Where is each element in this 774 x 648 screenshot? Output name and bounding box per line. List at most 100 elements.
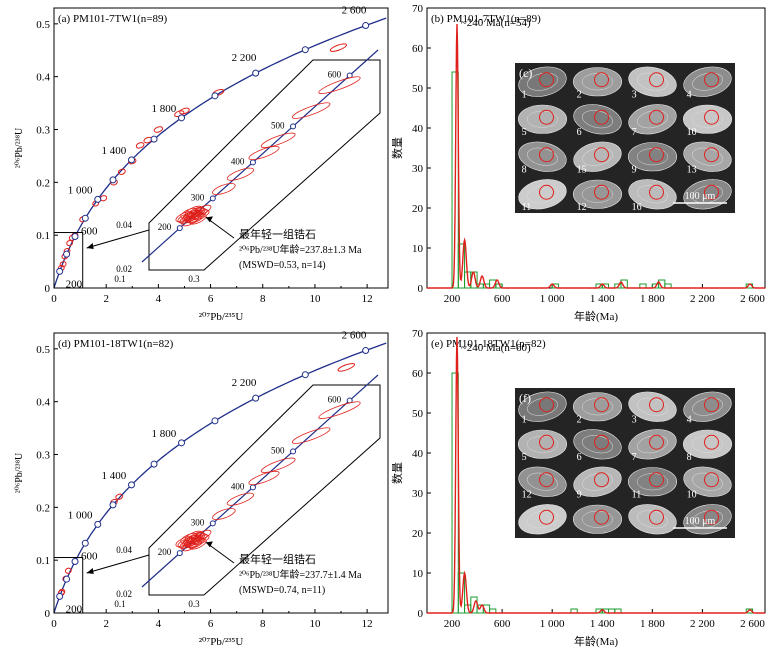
concordia-age-marker <box>63 575 71 583</box>
zircon-grain: 9 <box>573 466 622 501</box>
analysis-spot <box>594 72 609 88</box>
inset-ellipse <box>192 534 210 546</box>
x-tick-label: 12 <box>362 293 373 305</box>
concordia-age-marker <box>252 69 260 77</box>
concordia-age-marker <box>128 156 136 164</box>
y-tick-label: 70 <box>412 3 424 15</box>
concordia-age-label: 1 400 <box>102 145 127 157</box>
y-axis-label: ²⁰⁶Pb/²³⁸U <box>14 452 25 493</box>
zircon-body <box>517 104 567 134</box>
zircon-zoning <box>637 110 668 129</box>
x-tick-label: 2 200 <box>690 293 715 305</box>
histogram-bar <box>620 279 628 289</box>
x-tick-label: 200 <box>444 618 461 630</box>
inset-ellipse <box>248 145 280 161</box>
data-ellipse <box>179 107 190 115</box>
x-tick-label: 600 <box>494 293 511 305</box>
zircon-grain: 16 <box>628 179 677 213</box>
annotation-line-1: 最年轻一组锆石 <box>239 227 316 241</box>
zircon-grain <box>518 504 567 535</box>
zircon-body <box>518 66 567 97</box>
inset-x-label: 0.1 <box>114 599 125 609</box>
panel-label: (b) PM101-7TW1(n=89) <box>431 13 541 25</box>
y-tick-label: 60 <box>412 43 424 55</box>
grain-number: 10 <box>687 127 697 138</box>
y-axis-label: 数量 <box>391 462 404 484</box>
data-ellipse <box>66 240 74 247</box>
concordia-panel-a: 0 2 4 6 8 10 12 0 0.1 0.2 0.3 0.4 0.5 ²⁰⁷Pb/²³⁵U ²⁰⁶Pb… <box>14 5 389 323</box>
y-tick-label: 70 <box>412 328 424 340</box>
zircon-body <box>518 466 567 497</box>
concordia-age-label: 1 000 <box>68 509 93 521</box>
zircon-grain: 2 <box>572 67 622 101</box>
zircon-grain <box>683 504 732 535</box>
inset-age-label: 500 <box>271 445 285 455</box>
annotation-line-2: ²⁰⁶Pb/²³⁸U年龄=237.7±1.4 Ma <box>239 568 362 581</box>
zircon-zoning <box>527 472 558 491</box>
concordia-age-marker <box>94 195 102 203</box>
zircon-body <box>682 104 732 134</box>
data-ellipse <box>337 363 355 372</box>
x-axis-label: ²⁰⁷Pb/²³⁵U <box>199 636 244 648</box>
zircon-body <box>573 104 622 135</box>
panel-label: (e) PM101-18TW1(n=82) <box>431 338 546 350</box>
zircon-body <box>683 66 732 97</box>
x-axis-label: ²⁰⁷Pb/²³⁵U <box>199 311 244 323</box>
inset-y-label: 0.02 <box>116 589 132 599</box>
zircon-grain: 11 <box>518 179 567 213</box>
grain-number: 5 <box>522 127 527 138</box>
histogram-bar <box>457 572 466 614</box>
concordia-age-marker <box>63 250 71 258</box>
inset-age-label: 400 <box>231 481 245 491</box>
inset-y-label: 0.04 <box>116 220 132 230</box>
zircon-body <box>518 504 567 535</box>
zircon-grain <box>572 504 622 534</box>
kde-curve <box>427 336 765 614</box>
zircon-grain: 3 <box>628 391 677 426</box>
concordia-age-marker <box>56 592 64 600</box>
grain-number: 2 <box>577 90 582 101</box>
data-ellipse <box>117 168 126 175</box>
grain-number: 8 <box>687 452 692 463</box>
y-tick-label: 30 <box>412 488 424 500</box>
inset-age-label: 600 <box>328 69 342 79</box>
zircon-zoning <box>527 72 558 91</box>
y-tick-label: 0.1 <box>36 555 50 567</box>
y-tick-label: 0.1 <box>36 230 50 242</box>
x-tick-label: 600 <box>494 618 511 630</box>
zircon-body <box>683 466 732 497</box>
inset-frame <box>148 384 381 596</box>
x-tick-label: 1 800 <box>640 293 665 305</box>
analysis-spot <box>594 509 609 525</box>
inset-x-label: 0.3 <box>188 599 200 609</box>
zircon-body <box>682 429 732 459</box>
plot-frame <box>53 332 389 614</box>
grain-number: 3 <box>632 90 637 101</box>
concordia-age-marker <box>301 46 309 54</box>
y-tick-label: 50 <box>412 408 424 420</box>
zircon-grain <box>628 504 677 535</box>
data-ellipse <box>329 43 347 52</box>
concordia-age-marker <box>94 520 102 528</box>
y-tick-label: 0 <box>418 608 424 620</box>
zircon-body <box>572 504 622 534</box>
inset-ellipse <box>186 212 204 223</box>
zircon-body <box>518 391 567 422</box>
analysis-spot <box>704 397 719 413</box>
x-tick-label: 200 <box>444 293 461 305</box>
annotation-line-3: (MSWD=0.53, n=14) <box>239 260 326 271</box>
zircon-grain: 7 <box>628 429 677 463</box>
concordia-age-label: 200 <box>66 603 83 615</box>
inset-age-label: 500 <box>271 120 285 130</box>
y-tick-label: 0.2 <box>36 177 50 189</box>
zircon-body <box>572 179 622 209</box>
inset-ellipse <box>179 213 197 224</box>
inset-frame <box>148 59 381 271</box>
concordia-age-label: 2 600 <box>342 5 367 17</box>
annotation-line-1: 最年轻一组锆石 <box>239 552 316 566</box>
zircon-body <box>573 141 622 172</box>
y-tick-label: 0.4 <box>36 397 50 409</box>
analysis-spot <box>594 184 609 200</box>
grain-number: 7 <box>632 127 637 138</box>
inset-age-label: 300 <box>191 517 205 527</box>
